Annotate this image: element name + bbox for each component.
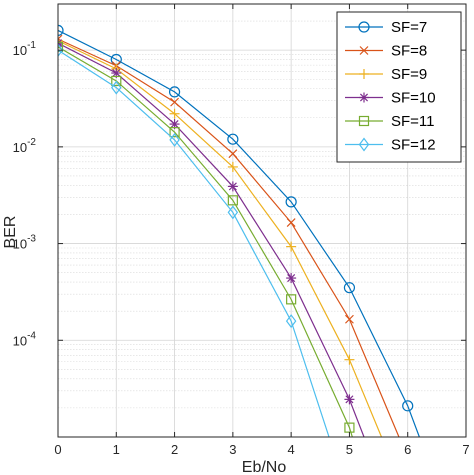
plot-frame — [57, 3, 467, 438]
marker-legend — [359, 69, 369, 79]
marker-point — [344, 394, 355, 405]
x-tick-label: 7 — [462, 442, 469, 457]
marker-point — [285, 196, 297, 208]
legend-label: SF=8 — [391, 43, 427, 60]
marker-legend — [358, 137, 370, 152]
marker-point — [286, 273, 297, 284]
y-tick-label: 10-4 — [13, 330, 37, 348]
legend-label: SF=9 — [391, 66, 427, 83]
x-tick-label: 3 — [229, 442, 236, 457]
series-line — [58, 29, 420, 437]
y-axis-label: BER — [2, 216, 19, 249]
marker-point — [111, 75, 122, 87]
x-tick-label: 2 — [171, 442, 178, 457]
legend-entry: SF=10 — [345, 90, 436, 107]
marker-point — [111, 80, 122, 95]
marker-point — [58, 38, 63, 49]
legend-entry: SF=8 — [345, 43, 427, 60]
marker-point — [402, 400, 414, 412]
marker-point — [58, 24, 64, 37]
marker-point — [168, 86, 181, 98]
x-tick-label: 0 — [54, 442, 61, 457]
marker-point — [227, 205, 239, 220]
marker-legend — [359, 92, 369, 103]
marker-point — [58, 35, 63, 46]
legend-box — [336, 11, 462, 163]
legend-entry: SF=11 — [345, 113, 435, 130]
legend-label: SF=7 — [391, 19, 427, 36]
x-tick-label: 4 — [288, 442, 295, 457]
series-lines — [58, 24, 420, 437]
marker-point — [227, 195, 238, 206]
marker-point — [344, 354, 355, 365]
marker-point — [169, 132, 180, 147]
marker-point — [286, 241, 297, 252]
marker-point — [343, 282, 356, 294]
legend-label: SF=11 — [391, 113, 435, 130]
y-tick-label: 10-3 — [13, 234, 37, 252]
tick-labels: 0 1 2 3 4 5 6 7 10-1 10-2 10-3 10-4 — [13, 40, 470, 457]
series-sf-10 — [58, 38, 365, 437]
y-tick-label: 10-2 — [13, 137, 37, 155]
series-sf-7 — [58, 24, 420, 437]
x-tick-label: 6 — [404, 442, 411, 457]
legend-entry: SF=7 — [345, 19, 427, 36]
legend: SF=7 SF=8 SF=9 SF=10 SF=11 SF=12 — [336, 11, 462, 163]
series-line — [58, 49, 330, 437]
marker-point — [227, 133, 239, 145]
legend-entry: SF=9 — [345, 66, 427, 83]
marker-point — [286, 294, 297, 305]
x-tick-label: 5 — [346, 442, 353, 457]
marker-point — [228, 149, 238, 159]
x-axis-label: Eb/No — [242, 459, 287, 475]
marker-point — [286, 218, 296, 227]
marker-point — [170, 97, 179, 107]
legend-entry: SF=12 — [345, 137, 436, 154]
marker-legend — [359, 46, 369, 55]
marker-point — [169, 127, 180, 138]
legend-label: SF=12 — [391, 137, 436, 154]
marker-point — [345, 314, 354, 324]
marker-point — [227, 181, 238, 192]
marker-point — [58, 41, 64, 53]
marker-legend — [358, 115, 370, 127]
legend-label: SF=10 — [391, 90, 436, 107]
marker-point — [169, 108, 180, 119]
marker-point — [227, 161, 238, 172]
y-tick-label: 10-1 — [13, 40, 37, 58]
marker-point — [58, 43, 64, 58]
axes — [57, 3, 467, 438]
marker-point — [285, 314, 297, 329]
x-tick-label: 1 — [113, 442, 120, 457]
series-sf-12 — [58, 43, 330, 437]
marker-legend — [358, 21, 370, 33]
